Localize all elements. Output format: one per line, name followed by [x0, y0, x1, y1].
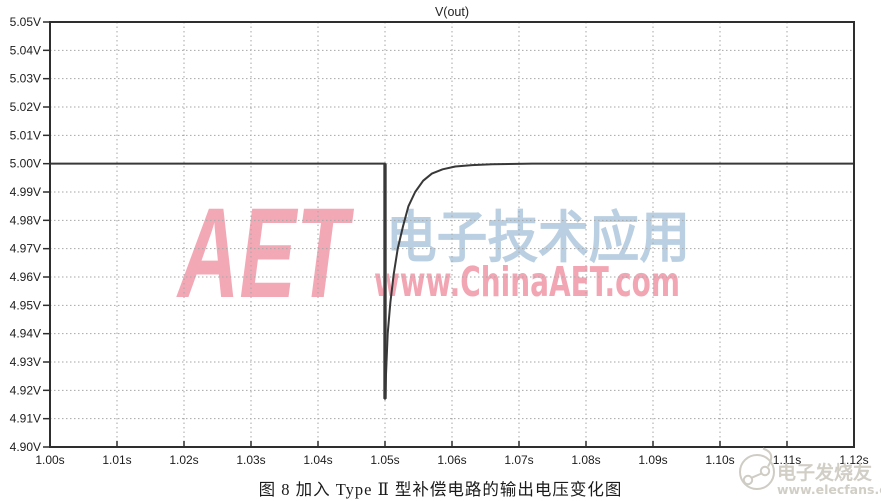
y-tick-label: 4.98V [10, 213, 41, 227]
y-tick-label: 4.95V [10, 298, 41, 312]
y-tick-label: 4.93V [10, 355, 41, 369]
x-tick-label: 1.06s [437, 453, 466, 467]
vout-trace [49, 162, 855, 400]
y-tick-label: 4.92V [10, 383, 41, 397]
x-tick-label: 1.00s [35, 453, 64, 467]
y-tick-label: 5.00V [10, 157, 41, 171]
elecfans-logo-dot [759, 465, 771, 477]
x-tick-label: 1.04s [303, 453, 332, 467]
y-tick-label: 5.02V [10, 100, 41, 114]
x-tick-label: 1.12s [839, 453, 868, 467]
chinaaet-url-watermark-text: www.ChinaAET.com [374, 258, 680, 306]
elecfans-logo-link [751, 472, 762, 479]
elecfans-logo-dot [742, 474, 754, 486]
y-tick-label: 4.91V [10, 412, 41, 426]
elecfans-logo-outer-circle [739, 454, 775, 490]
x-tick-label: 1.03s [236, 453, 265, 467]
y-tick-label: 4.90V [10, 440, 41, 454]
watermark-layer: AET 电子技术应用 www.ChinaAET.com [176, 182, 690, 325]
elecfans-watermark: 电子发烧友 www.elecfans.com [739, 447, 881, 497]
x-tick-label: 1.08s [571, 453, 600, 467]
x-tick-label: 1.09s [638, 453, 667, 467]
y-tick-label: 5.05V [10, 15, 41, 29]
x-tick-label: 1.11s [773, 453, 801, 467]
x-tick-label: 1.01s [102, 453, 131, 467]
y-tick-label: 5.04V [10, 43, 41, 57]
axis-labels-layer: 5.05V 5.04V 5.03V 5.02V 5.01V 5.00V 4.99V 4.98V… [10, 15, 869, 467]
aet-watermark-text: AET [176, 182, 355, 325]
elecfans-logo-sprout [762, 447, 773, 468]
trace-layer [49, 162, 855, 400]
x-tick-label: 1.02s [169, 453, 198, 467]
figure-caption: 图 8 加入 Type Ⅱ 型补偿电路的输出电压变化图 [258, 480, 623, 499]
grid-layer [50, 22, 854, 447]
y-tick-label: 4.94V [10, 327, 41, 341]
chart-title: V(out) [435, 5, 469, 19]
elecfans-site-text: www.elecfans.com [777, 482, 881, 497]
y-tick-label: 5.01V [10, 128, 41, 142]
y-tick-label: 4.97V [10, 242, 41, 256]
y-tick-label: 4.99V [10, 185, 41, 199]
elecfans-name-text: 电子发烧友 [777, 461, 872, 484]
x-tick-label: 1.07s [504, 453, 533, 467]
y-tick-label: 4.96V [10, 270, 41, 284]
x-tick-label: 1.05s [370, 453, 399, 467]
x-tick-label: 1.10s [705, 453, 734, 467]
chinaaet-cn-watermark-text: 电子技术应用 [386, 206, 690, 271]
y-tick-label: 5.03V [10, 72, 41, 86]
elecfans-logo-icon [739, 447, 775, 490]
